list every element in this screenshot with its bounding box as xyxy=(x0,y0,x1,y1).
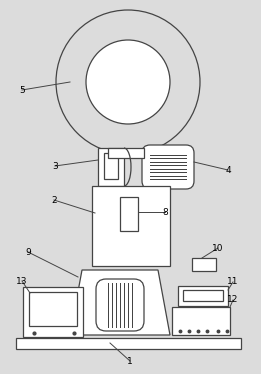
Text: 3: 3 xyxy=(52,162,58,171)
Bar xyxy=(178,286,228,306)
Bar xyxy=(29,292,77,326)
Text: 4: 4 xyxy=(225,166,231,175)
Text: 10: 10 xyxy=(212,243,224,252)
FancyBboxPatch shape xyxy=(142,145,194,189)
Text: 5: 5 xyxy=(19,86,25,95)
Text: 11: 11 xyxy=(227,278,239,286)
Text: 9: 9 xyxy=(25,248,31,257)
Circle shape xyxy=(86,40,170,124)
Bar xyxy=(23,287,83,337)
Text: 1: 1 xyxy=(127,356,133,365)
Bar xyxy=(183,290,223,301)
Bar xyxy=(108,148,144,158)
Bar xyxy=(16,338,241,349)
Bar xyxy=(98,148,124,186)
Text: 12: 12 xyxy=(227,295,239,304)
Text: 8: 8 xyxy=(162,208,168,217)
FancyBboxPatch shape xyxy=(96,279,144,331)
Bar xyxy=(192,258,216,271)
Text: 2: 2 xyxy=(51,196,57,205)
Bar xyxy=(120,197,138,231)
Bar xyxy=(172,307,230,335)
Text: 13: 13 xyxy=(16,276,28,285)
Polygon shape xyxy=(70,270,170,335)
Bar xyxy=(92,186,170,266)
Bar xyxy=(104,153,118,179)
